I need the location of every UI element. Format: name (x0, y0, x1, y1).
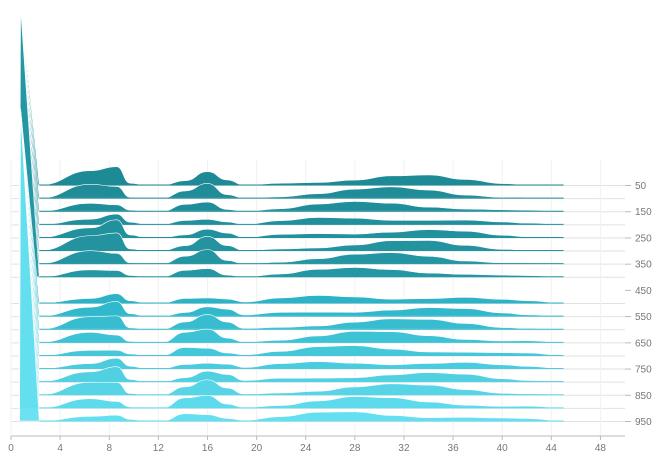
y-tick-label: 350 (635, 260, 652, 271)
x-tick-label: 20 (251, 443, 263, 454)
x-tick-label: 48 (595, 443, 607, 454)
y-tick-label: 50 (635, 181, 647, 192)
y-tick-label: 950 (635, 417, 652, 428)
axis-layer: 0 4 8 12 16 20 24 28 32 36 40 44 4850150250350450550… (8, 181, 652, 454)
y-tick-label: 750 (635, 365, 652, 376)
series-area (39, 395, 564, 409)
x-tick-label: 32 (398, 443, 410, 454)
x-tick-label: 0 (8, 443, 14, 454)
y-tick-label: 150 (635, 207, 652, 218)
x-tick-label: 40 (497, 443, 509, 454)
series-area (39, 301, 564, 317)
x-tick-label: 4 (57, 443, 63, 454)
series-ridge (19, 3, 564, 186)
series-ridge (19, 114, 564, 422)
x-tick-label: 24 (300, 443, 312, 454)
series-spike (19, 114, 40, 422)
series-area (39, 379, 564, 396)
y-tick-label: 550 (635, 312, 652, 323)
series-area (39, 314, 564, 330)
series-ridge (19, 109, 564, 317)
y-tick-label: 650 (635, 338, 652, 349)
x-tick-label: 8 (106, 443, 112, 454)
x-tick-label: 44 (546, 443, 558, 454)
x-tick-label: 36 (448, 443, 460, 454)
y-tick-label: 850 (635, 391, 652, 402)
series-area (39, 345, 564, 356)
x-tick-label: 28 (349, 443, 361, 454)
series-area (39, 357, 564, 369)
series-ridge (19, 6, 564, 252)
series-area (39, 249, 564, 264)
y-tick-label: 450 (635, 286, 652, 297)
y-tick-label: 250 (635, 233, 652, 244)
series-area (39, 293, 564, 304)
series-area (39, 366, 564, 382)
series-layer (19, 3, 564, 422)
series-ridge (19, 6, 564, 238)
series-area (39, 166, 564, 186)
x-tick-label: 12 (153, 443, 165, 454)
series-area (39, 267, 564, 278)
series-area (39, 328, 564, 343)
series-area (39, 201, 564, 212)
x-tick-label: 16 (202, 443, 214, 454)
series-area (39, 411, 564, 422)
